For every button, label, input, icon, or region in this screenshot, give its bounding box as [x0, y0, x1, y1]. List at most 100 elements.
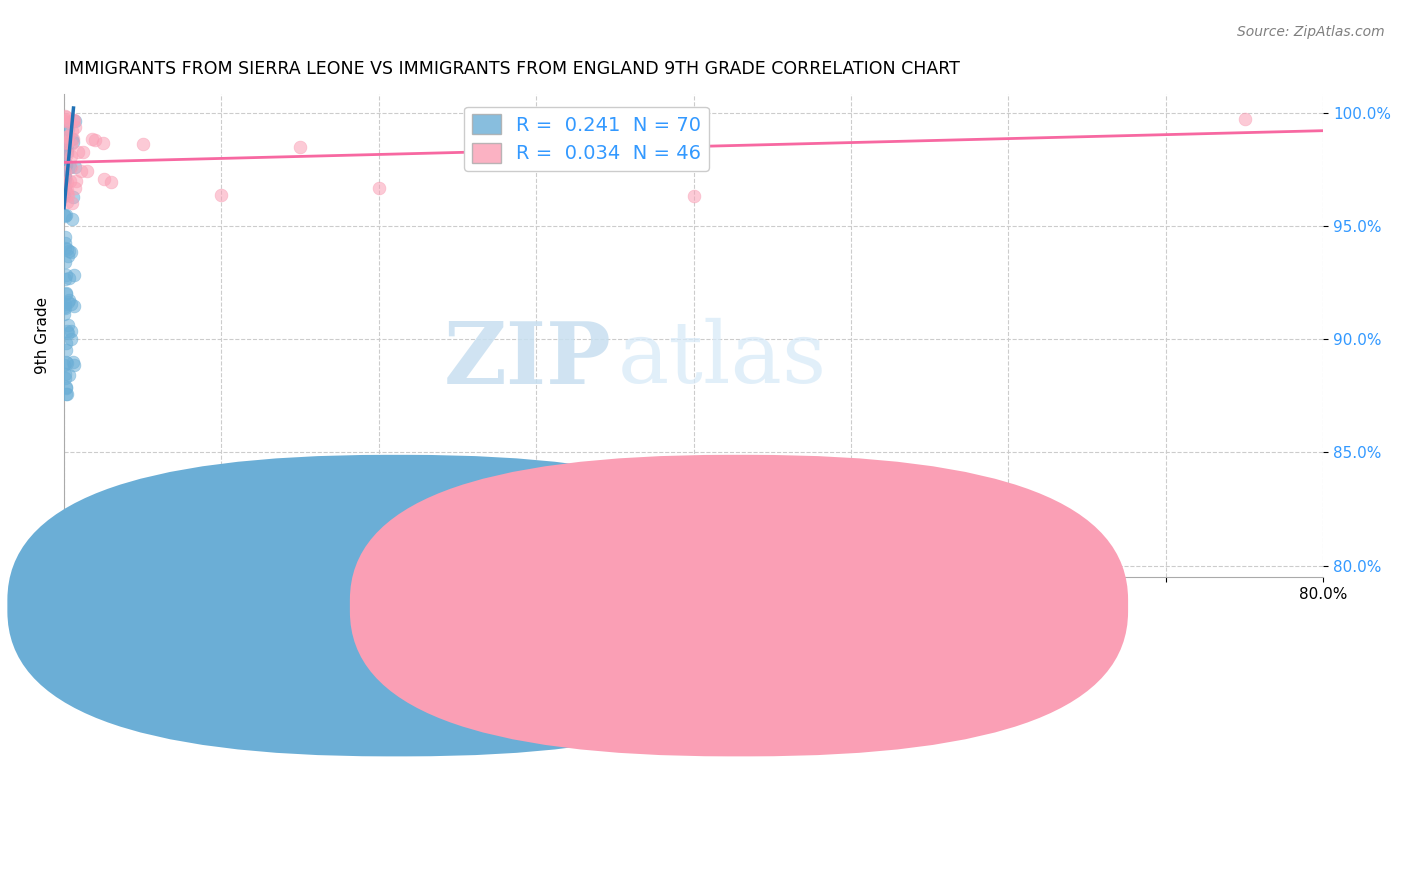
Point: [56, 175, 79, 189]
Point: [55, 170, 77, 185]
Point: [1233, 112, 1256, 127]
Point: [63, 358, 86, 372]
Point: [209, 188, 232, 202]
Point: [60, 333, 83, 347]
Point: [72, 145, 94, 160]
Point: [70, 163, 93, 178]
Point: [53, 180, 76, 194]
Point: [63, 268, 86, 282]
Point: [53, 241, 76, 255]
Point: [55, 157, 77, 171]
Point: [66, 145, 89, 159]
Point: [62, 112, 84, 127]
Point: [62, 135, 84, 149]
Point: [55, 112, 77, 127]
Point: [63, 120, 86, 135]
Point: [53, 296, 76, 310]
Point: [60, 324, 83, 338]
Point: [62, 112, 84, 127]
Point: [59, 297, 82, 311]
Point: [56, 145, 79, 159]
Point: [55, 386, 77, 401]
Y-axis label: 9th Grade: 9th Grade: [35, 297, 51, 375]
Point: [59, 160, 82, 174]
Legend: R =  0.241  N = 70, R =  0.034  N = 46: R = 0.241 N = 70, R = 0.034 N = 46: [464, 106, 709, 171]
FancyBboxPatch shape: [7, 455, 786, 756]
Point: [55, 380, 77, 394]
Text: IMMIGRANTS FROM SIERRA LEONE VS IMMIGRANTS FROM ENGLAND 9TH GRADE CORRELATION CH: IMMIGRANTS FROM SIERRA LEONE VS IMMIGRAN…: [65, 60, 960, 78]
Point: [53, 175, 76, 189]
Text: Immigrants from England: Immigrants from England: [754, 608, 949, 624]
Point: [682, 189, 704, 203]
Point: [55, 194, 77, 209]
Point: [53, 164, 76, 178]
Point: [53, 300, 76, 314]
Point: [100, 175, 122, 189]
Point: [53, 307, 76, 321]
Point: [53, 170, 76, 185]
Point: [59, 160, 82, 174]
Point: [62, 189, 84, 203]
Point: [55, 335, 77, 350]
Point: [55, 208, 77, 222]
Point: [55, 135, 77, 149]
Point: [56, 387, 79, 401]
Point: [93, 172, 115, 186]
Point: [60, 212, 83, 227]
Point: [53, 182, 76, 196]
Point: [55, 147, 77, 161]
Text: Immigrants from Sierra Leone: Immigrants from Sierra Leone: [396, 608, 626, 624]
Point: [53, 169, 76, 184]
Point: [93, 136, 115, 150]
Point: [62, 355, 84, 369]
Point: [63, 299, 86, 313]
Point: [56, 356, 79, 370]
Point: [58, 368, 80, 382]
Text: Source: ZipAtlas.com: Source: ZipAtlas.com: [1237, 25, 1385, 39]
Point: [55, 158, 77, 172]
Point: [82, 132, 104, 146]
Point: [53, 109, 76, 123]
Point: [56, 249, 79, 263]
Point: [55, 382, 77, 396]
Point: [53, 358, 76, 372]
Point: [60, 137, 83, 152]
Point: [60, 132, 83, 146]
Text: ZIP: ZIP: [444, 318, 612, 401]
Point: [84, 133, 107, 147]
Point: [76, 164, 98, 178]
Point: [53, 235, 76, 250]
Point: [58, 293, 80, 307]
Point: [65, 174, 87, 188]
Point: [53, 255, 76, 269]
Point: [53, 301, 76, 315]
Point: [63, 160, 86, 174]
Point: [53, 188, 76, 202]
Point: [53, 209, 76, 223]
Point: [56, 128, 79, 143]
Point: [55, 110, 77, 124]
Point: [55, 268, 77, 282]
Point: [56, 318, 79, 332]
Point: [63, 113, 86, 128]
Point: [56, 326, 79, 340]
Point: [53, 137, 76, 152]
Point: [53, 229, 76, 244]
Point: [53, 210, 76, 224]
Text: atlas: atlas: [619, 318, 827, 401]
Point: [53, 173, 76, 187]
Point: [682, 112, 704, 127]
Point: [53, 161, 76, 175]
Point: [55, 142, 77, 156]
Point: [53, 125, 76, 139]
Point: [53, 272, 76, 286]
Point: [53, 370, 76, 384]
Point: [63, 181, 86, 195]
Point: [58, 244, 80, 258]
Point: [56, 136, 79, 151]
Point: [55, 367, 77, 381]
Point: [132, 136, 155, 151]
Point: [367, 181, 389, 195]
Point: [55, 355, 77, 369]
Point: [288, 140, 311, 154]
